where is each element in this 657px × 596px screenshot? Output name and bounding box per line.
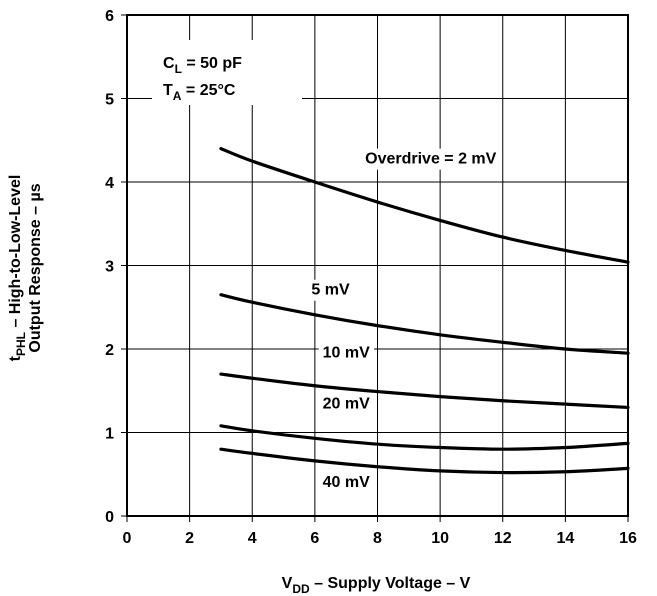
conditions-box (152, 40, 302, 105)
series-label-4: 40 mV (323, 474, 370, 491)
x-tick-label: 6 (310, 530, 319, 547)
series-label-1: 5 mV (311, 282, 350, 299)
series-label-bg-1 (307, 279, 354, 301)
series-line-1 (219, 293, 630, 355)
series-label-0: Overdrive = 2 mV (365, 151, 497, 168)
ambient-temperature-label: TA = 25°C (163, 82, 236, 103)
y-tick-label: 2 (105, 342, 114, 359)
x-tick-label: 2 (185, 530, 194, 547)
series-line-2 (219, 372, 630, 410)
x-tick-label: 8 (373, 530, 382, 547)
x-tick-label: 16 (619, 530, 637, 547)
series-label-bg-4 (318, 471, 375, 493)
x-tick-label: 14 (556, 530, 574, 547)
y-tick-label: 6 (105, 8, 114, 25)
series-label-bg-3 (318, 393, 375, 415)
series-line-3 (219, 424, 630, 451)
series-label-bg-0 (361, 148, 501, 170)
y-tick-label: 3 (105, 259, 114, 276)
series-line-4 (219, 447, 630, 475)
x-tick-label: 10 (431, 530, 449, 547)
series-label-3: 20 mV (323, 395, 370, 412)
x-tick-label: 0 (123, 530, 132, 547)
y-tick-label: 1 (105, 426, 114, 443)
x-axis-label: VDD – Supply Voltage – V (282, 575, 471, 596)
curve-labels: Overdrive = 2 mV 5 mV 10 mV 20 mV 40 mV (307, 148, 501, 493)
y-axis-label-line2: Output Response – µs (27, 183, 44, 352)
x-tick-label: 4 (248, 530, 257, 547)
y-tick-label: 4 (105, 175, 114, 192)
y-axis-label-line1: tPHL – High-to-Low-Level (7, 175, 28, 362)
series-label-2: 10 mV (323, 344, 370, 361)
series-label-bg-2 (318, 342, 375, 364)
series-line-0 (219, 147, 630, 264)
x-tick-label: 12 (494, 530, 512, 547)
y-tick-label: 5 (105, 92, 114, 109)
plot-frame (126, 14, 629, 517)
load-capacitance-label: CL = 50 pF (163, 55, 242, 76)
curves (219, 147, 630, 475)
y-tick-label: 0 (105, 509, 114, 526)
